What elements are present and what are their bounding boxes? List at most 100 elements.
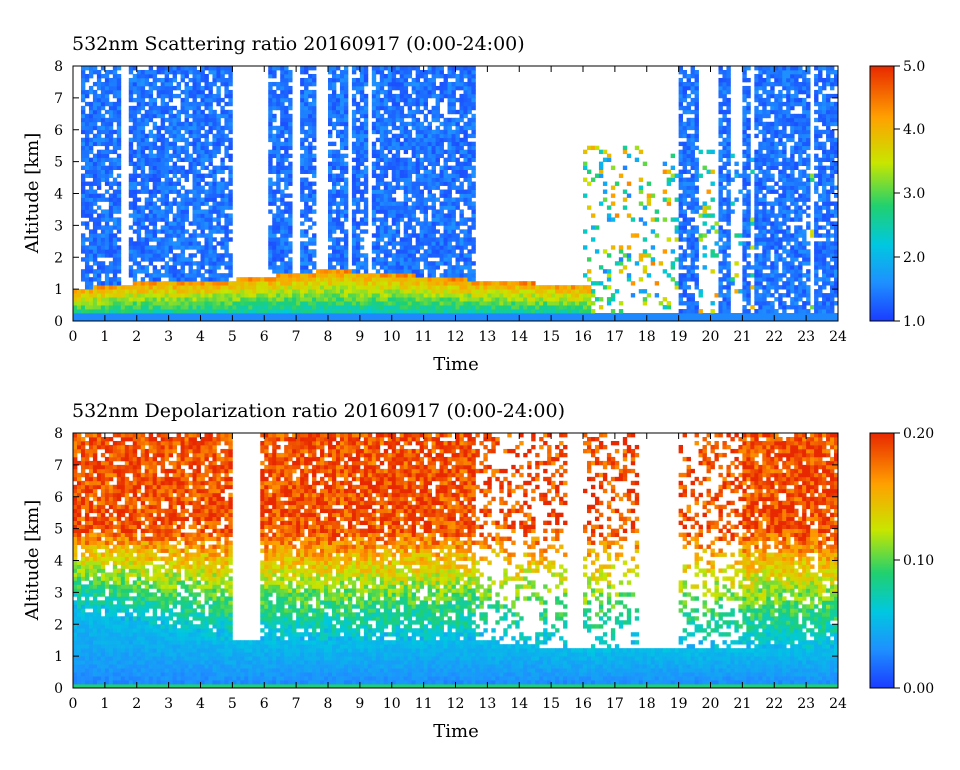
heatmap-cell <box>100 293 106 298</box>
heatmap-cell <box>308 93 313 99</box>
heatmap-cell <box>160 93 166 99</box>
heatmap-cell <box>212 185 217 190</box>
heatmap-cell <box>391 137 397 143</box>
heatmap-cell <box>423 97 429 103</box>
heatmap-cell <box>395 297 401 302</box>
heatmap-cell <box>463 165 468 170</box>
heatmap-cell <box>108 77 114 83</box>
heatmap-cell <box>148 197 154 202</box>
heatmap-cell <box>208 237 213 242</box>
heatmap-cell <box>140 77 146 83</box>
heatmap-cell <box>447 317 452 322</box>
heatmap-cell <box>559 301 564 306</box>
heatmap-cell <box>415 285 421 290</box>
heatmap-cell <box>116 157 122 163</box>
heatmap-cell <box>331 289 337 294</box>
heatmap-cell <box>172 105 177 111</box>
heatmap-cell <box>280 301 285 306</box>
heatmap-cell <box>80 149 86 155</box>
heatmap-cell <box>80 289 86 294</box>
heatmap-cell <box>427 89 432 95</box>
heatmap-cell <box>268 117 273 123</box>
heatmap-cell <box>172 269 177 274</box>
heatmap-cell <box>196 169 201 174</box>
heatmap-cell <box>292 277 297 282</box>
heatmap-cell <box>459 317 464 322</box>
heatmap-cell <box>244 293 249 298</box>
heatmap-cell <box>196 297 201 302</box>
heatmap-cell <box>284 117 289 123</box>
heatmap-cell <box>148 93 154 99</box>
heatmap-cell <box>487 309 492 314</box>
heatmap-cell <box>284 169 289 174</box>
heatmap-cell <box>415 129 421 135</box>
heatmap-cell <box>320 289 325 294</box>
heatmap-cell <box>606 301 612 306</box>
heatmap-cell <box>371 205 377 210</box>
heatmap-cell <box>180 297 185 302</box>
heatmap-cell <box>618 245 624 250</box>
heatmap-cell <box>136 209 142 214</box>
heatmap-cell <box>379 125 385 131</box>
heatmap-cell <box>212 125 217 131</box>
heatmap-cell <box>216 261 221 266</box>
heatmap-cell <box>395 69 401 75</box>
heatmap-cell <box>551 289 556 294</box>
heatmap-cell <box>339 197 345 202</box>
heatmap-cell <box>80 313 86 318</box>
heatmap-cell <box>112 289 118 294</box>
heatmap-cell <box>411 305 417 310</box>
heatmap-cell <box>339 269 345 274</box>
heatmap-cell <box>379 141 385 147</box>
heatmap-cell <box>228 101 233 107</box>
heatmap-cell <box>642 297 648 302</box>
heatmap-cell <box>375 313 381 318</box>
heatmap-cell <box>383 281 389 286</box>
heatmap-cell <box>228 229 233 234</box>
heatmap-cell <box>148 113 154 119</box>
heatmap-cell <box>144 189 150 194</box>
heatmap-cell <box>459 237 464 242</box>
heatmap-cell <box>300 153 305 159</box>
heatmap-cell <box>288 77 293 83</box>
heatmap-cell <box>92 121 98 127</box>
heatmap-cell <box>451 165 456 170</box>
heatmap-cell <box>411 185 417 190</box>
heatmap-cell <box>180 201 185 206</box>
heatmap-cell <box>316 309 321 314</box>
heatmap-cell <box>499 289 504 294</box>
heatmap-cell <box>435 281 440 286</box>
heatmap-cell <box>328 121 333 127</box>
heatmap-cell <box>132 281 138 286</box>
heatmap-cell <box>363 121 369 127</box>
heatmap-cell <box>208 217 213 222</box>
heatmap-cell <box>148 193 154 198</box>
heatmap-cell <box>176 217 181 222</box>
heatmap-cell <box>387 209 393 214</box>
heatmap-cell <box>575 305 580 310</box>
heatmap-cell <box>144 273 150 278</box>
heatmap-cell <box>204 309 209 314</box>
heatmap-cell <box>300 293 305 298</box>
heatmap-cell <box>176 66 181 71</box>
heatmap-cell <box>347 293 353 298</box>
heatmap-cell <box>92 66 98 71</box>
heatmap-cell <box>188 269 193 274</box>
heatmap-cell <box>375 253 381 258</box>
heatmap-cell <box>527 305 532 310</box>
heatmap-cell <box>455 97 460 103</box>
heatmap-cell <box>304 297 309 302</box>
heatmap-cell <box>423 165 429 170</box>
heatmap-cell <box>579 313 584 318</box>
heatmap-cell <box>208 69 213 75</box>
heatmap-cell <box>343 137 349 143</box>
heatmap-cell <box>112 193 118 198</box>
heatmap-cell <box>471 217 476 222</box>
heatmap-cell <box>100 301 106 306</box>
heatmap-cell <box>407 245 413 250</box>
heatmap-cell <box>375 241 381 246</box>
heatmap-cell <box>168 221 174 226</box>
heatmap-cell <box>415 265 421 270</box>
heatmap-cell <box>359 317 365 322</box>
heatmap-cell <box>272 305 277 310</box>
